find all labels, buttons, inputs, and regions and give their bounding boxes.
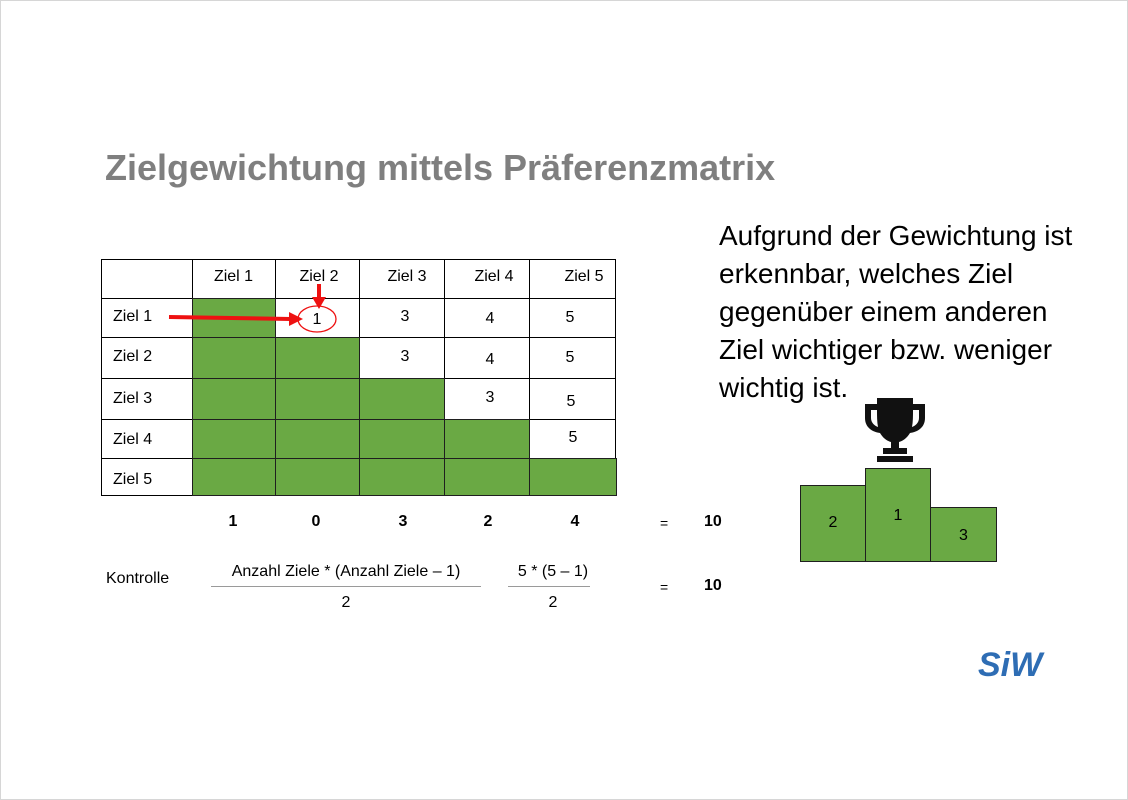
matrix-value: 3 bbox=[485, 389, 495, 406]
matrix-line bbox=[101, 259, 616, 260]
matrix-line bbox=[192, 259, 193, 299]
podium-label: 1 bbox=[893, 507, 903, 524]
matrix-filled-cell bbox=[359, 378, 445, 420]
matrix-line bbox=[101, 298, 616, 299]
arrow-head-icon bbox=[312, 297, 326, 309]
podium-label: 3 bbox=[959, 527, 968, 544]
row-header: Ziel 3 bbox=[113, 390, 153, 407]
total-sum: 10 bbox=[704, 513, 722, 530]
arrow-head-icon bbox=[289, 312, 303, 326]
column-header: Ziel 5 bbox=[564, 268, 604, 285]
matrix-filled-cell bbox=[192, 458, 276, 496]
column-header: Ziel 4 bbox=[474, 268, 514, 285]
podium-block-first: 1 bbox=[865, 468, 931, 562]
trophy-icon bbox=[865, 398, 925, 462]
matrix-line bbox=[101, 495, 193, 496]
matrix-filled-cell bbox=[275, 419, 360, 459]
fraction-bar bbox=[508, 586, 590, 587]
matrix-line bbox=[529, 259, 530, 459]
equals-sign: = bbox=[660, 579, 669, 595]
slide-title: Zielgewichtung mittels Präferenzmatrix bbox=[105, 147, 776, 188]
matrix-value: 1 bbox=[312, 311, 322, 328]
column-total: 4 bbox=[570, 513, 580, 530]
matrix-line bbox=[101, 259, 102, 496]
matrix-value: 5 bbox=[568, 429, 578, 446]
matrix-line bbox=[615, 259, 616, 459]
kontrolle-label: Kontrolle bbox=[106, 570, 170, 587]
description-text: Aufgrund der Gewichtung ist erkennbar, w… bbox=[719, 220, 1073, 403]
row-header: Ziel 1 bbox=[113, 308, 153, 325]
fraction-bar bbox=[211, 586, 481, 587]
row-header: Ziel 4 bbox=[113, 431, 153, 448]
column-header: Ziel 2 bbox=[299, 268, 339, 285]
matrix-value: 4 bbox=[485, 351, 495, 368]
matrix-line bbox=[359, 259, 360, 379]
row-header: Ziel 5 bbox=[113, 471, 153, 488]
column-header: Ziel 3 bbox=[387, 268, 427, 285]
formula-numerator: Anzahl Ziele * (Anzahl Ziele – 1) bbox=[231, 563, 461, 580]
matrix-filled-cell bbox=[529, 458, 617, 496]
formula-denominator: 2 bbox=[341, 594, 351, 611]
column-total: 1 bbox=[228, 513, 238, 530]
column-total: 2 bbox=[483, 513, 493, 530]
horizontal-arrow bbox=[168, 315, 292, 321]
example-denominator: 2 bbox=[548, 594, 558, 611]
matrix-value: 5 bbox=[566, 393, 576, 410]
highlight-ellipse bbox=[297, 305, 337, 333]
column-total: 0 bbox=[311, 513, 321, 530]
example-numerator: 5 * (5 – 1) bbox=[517, 563, 589, 580]
podium-label: 2 bbox=[828, 514, 838, 531]
podium-block-third: 3 bbox=[930, 507, 997, 562]
siw-logo: SiW bbox=[978, 646, 1045, 682]
podium-block-second: 2 bbox=[800, 485, 866, 562]
matrix-value: 4 bbox=[485, 310, 495, 327]
column-total: 3 bbox=[398, 513, 408, 530]
column-header: Ziel 1 bbox=[213, 268, 254, 285]
matrix-filled-cell bbox=[275, 458, 360, 496]
equals-sign: = bbox=[660, 515, 669, 531]
kontrolle-result: 10 bbox=[704, 577, 722, 594]
matrix-filled-cell bbox=[444, 458, 530, 496]
matrix-value: 3 bbox=[400, 308, 410, 325]
matrix-value: 5 bbox=[565, 309, 575, 326]
row-header: Ziel 2 bbox=[113, 348, 153, 365]
matrix-value: 5 bbox=[565, 349, 575, 366]
matrix-line bbox=[444, 259, 445, 419]
matrix-value: 3 bbox=[400, 348, 410, 365]
logo-text: SiW bbox=[978, 646, 1045, 682]
matrix-filled-cell bbox=[192, 337, 276, 379]
